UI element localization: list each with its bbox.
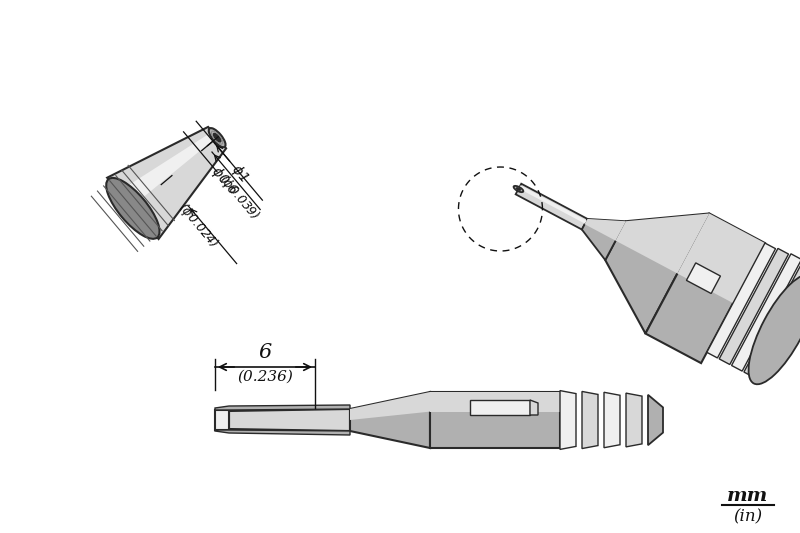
Ellipse shape [209, 128, 226, 147]
Polygon shape [215, 410, 229, 430]
Polygon shape [470, 400, 530, 415]
Polygon shape [615, 214, 710, 273]
Polygon shape [719, 248, 789, 365]
Polygon shape [626, 393, 642, 447]
Polygon shape [582, 391, 598, 449]
Polygon shape [707, 243, 775, 358]
Polygon shape [516, 184, 587, 230]
Polygon shape [350, 392, 430, 420]
Polygon shape [215, 405, 350, 410]
Polygon shape [585, 219, 626, 241]
Text: 6: 6 [258, 343, 272, 362]
Text: (0.236): (0.236) [237, 370, 293, 384]
Text: $\phi$0.6: $\phi$0.6 [207, 163, 242, 199]
Polygon shape [430, 392, 560, 411]
Polygon shape [744, 259, 800, 378]
Polygon shape [118, 132, 217, 207]
Text: mm: mm [727, 487, 769, 505]
Text: (in): (in) [734, 508, 762, 525]
Polygon shape [731, 254, 800, 371]
Text: ($\phi$0.024): ($\phi$0.024) [174, 199, 222, 252]
Polygon shape [604, 392, 620, 448]
Polygon shape [648, 395, 663, 445]
Polygon shape [678, 214, 765, 303]
Polygon shape [107, 127, 226, 239]
Ellipse shape [514, 186, 523, 192]
Polygon shape [646, 214, 765, 363]
Ellipse shape [106, 178, 159, 239]
Polygon shape [518, 185, 586, 224]
Ellipse shape [517, 188, 520, 190]
Polygon shape [582, 219, 626, 260]
Text: ($\phi$0.039): ($\phi$0.039) [214, 171, 262, 224]
Ellipse shape [214, 133, 221, 142]
Polygon shape [430, 392, 560, 448]
Polygon shape [229, 409, 350, 431]
Polygon shape [215, 430, 350, 435]
Polygon shape [560, 391, 576, 449]
Polygon shape [530, 400, 538, 415]
Text: $\phi$1: $\phi$1 [227, 160, 253, 186]
Ellipse shape [749, 274, 800, 384]
Polygon shape [350, 392, 430, 448]
Polygon shape [686, 263, 721, 294]
Polygon shape [606, 214, 710, 334]
